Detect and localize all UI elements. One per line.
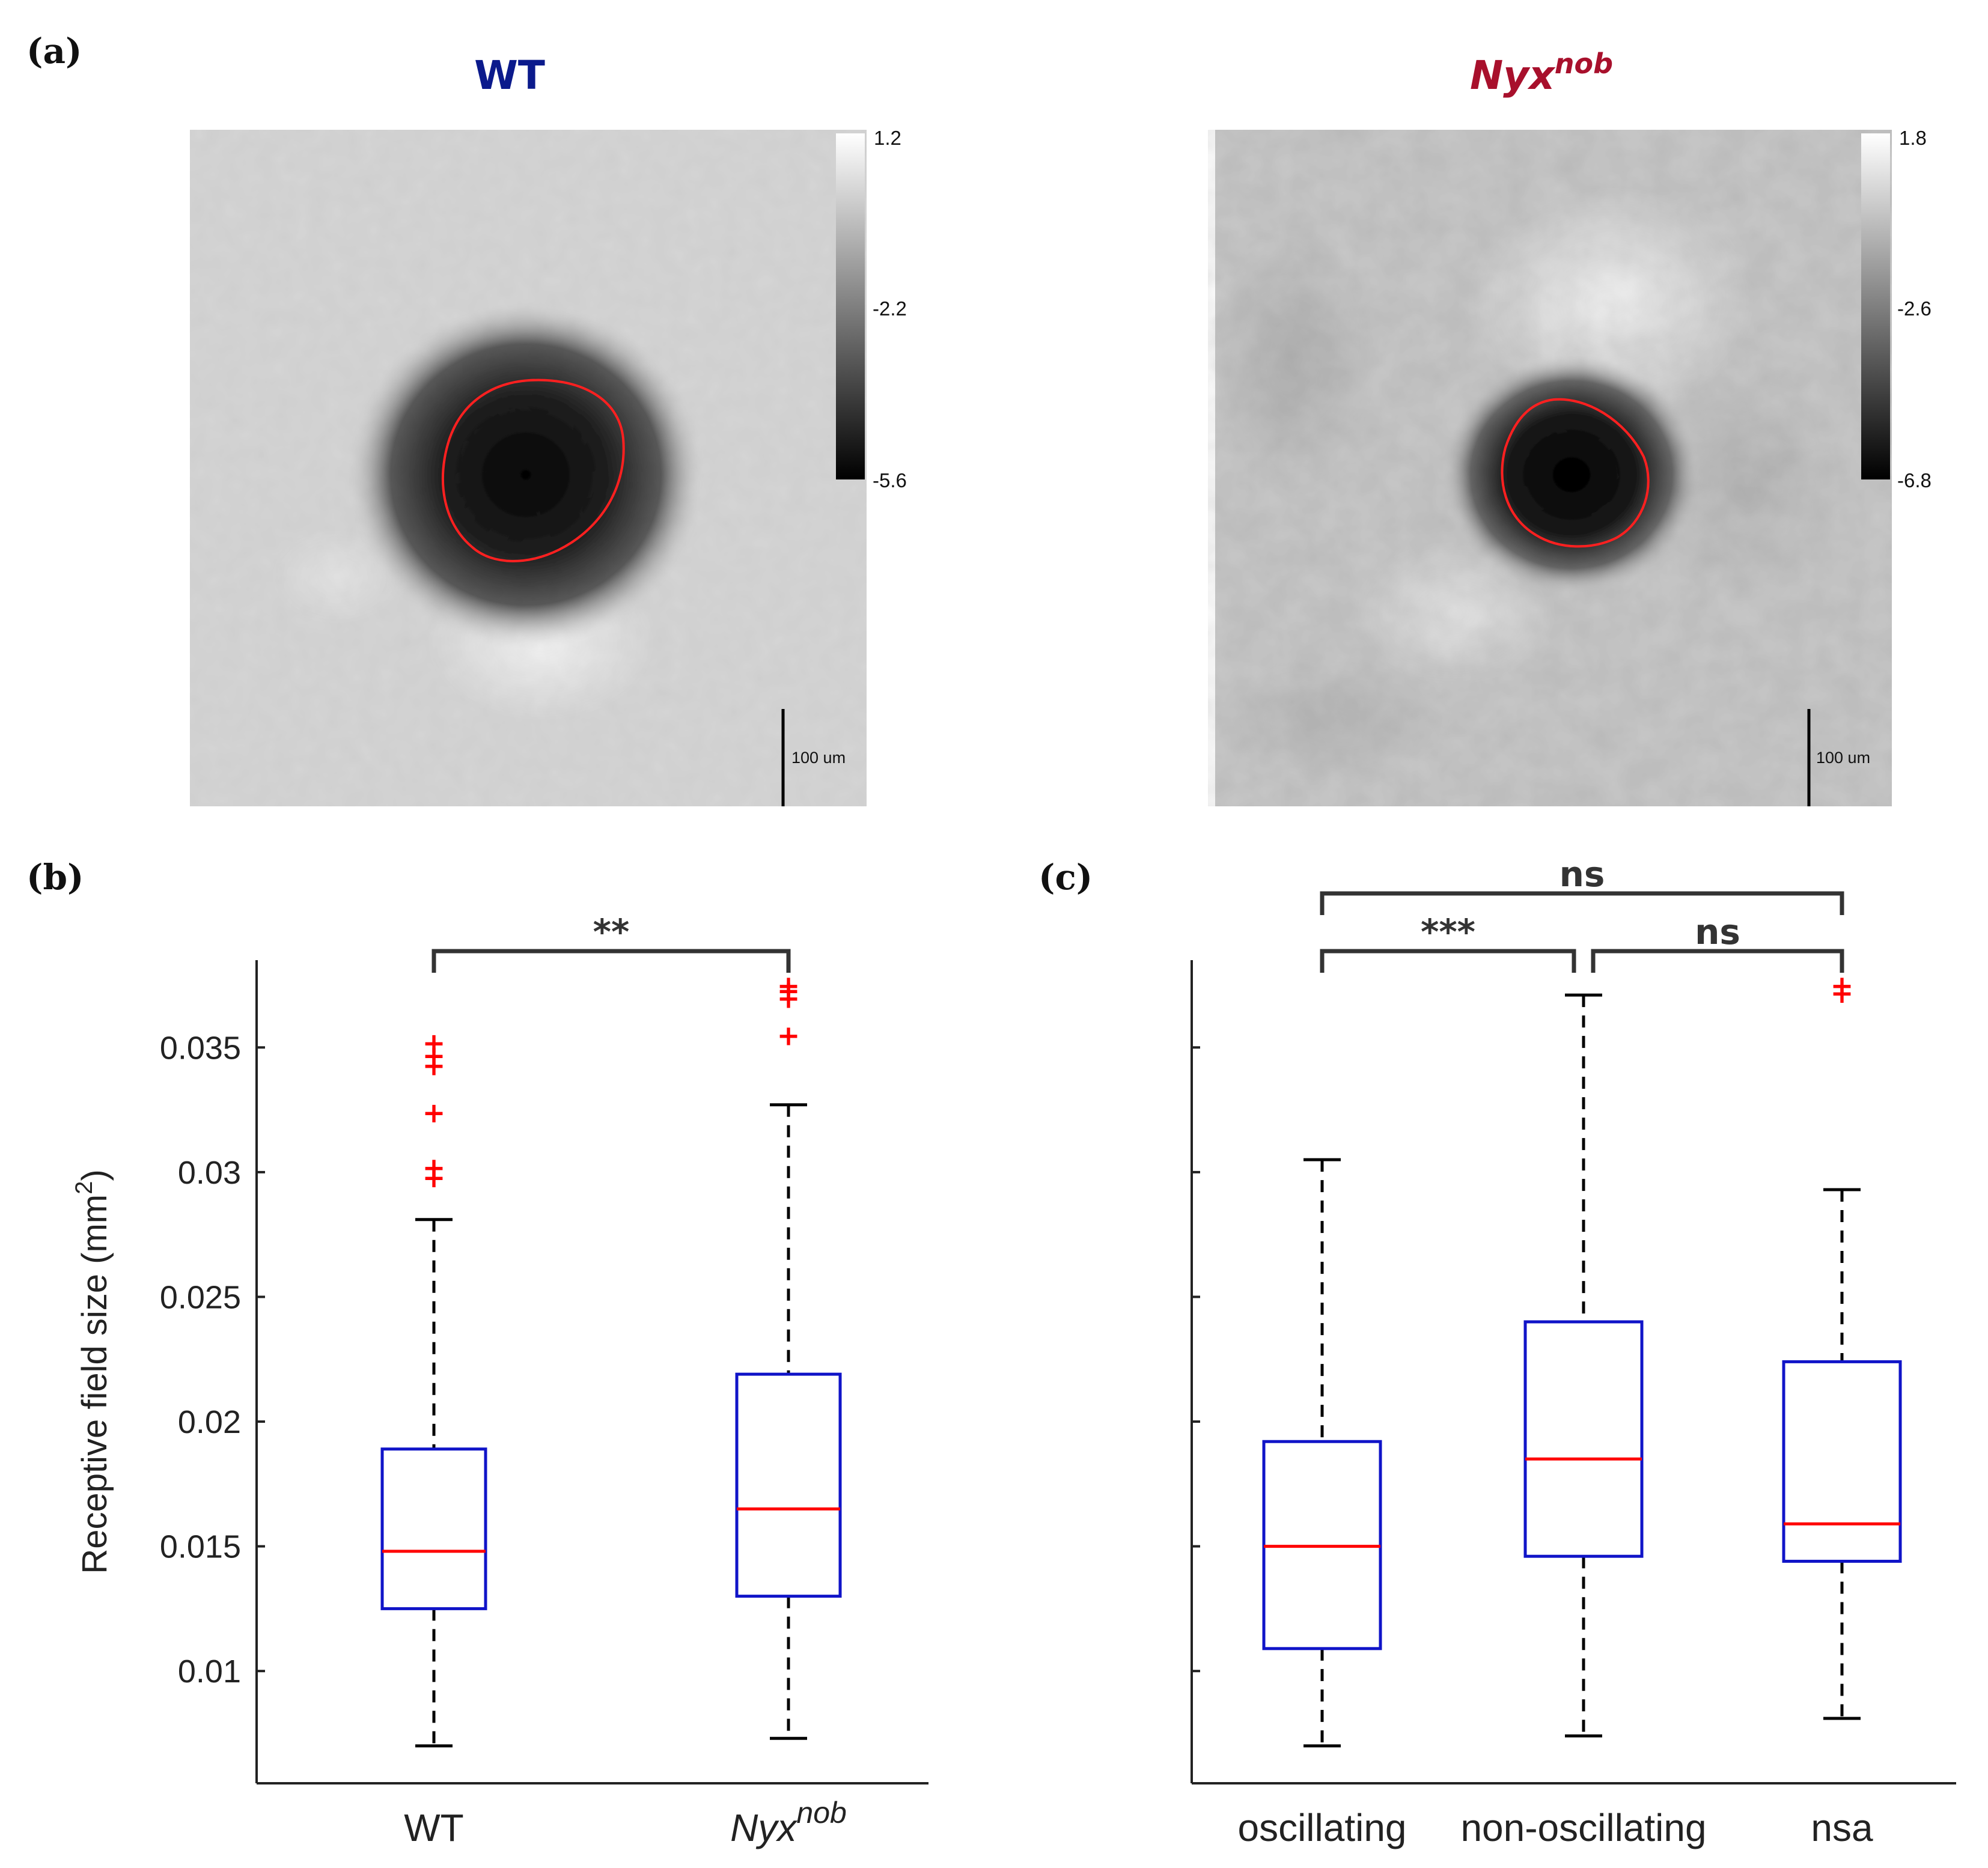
boxplot-panel-c: oscillating non-oscillating nsa ++ *** ns ns xyxy=(1191,854,1956,1849)
colorbar-mid: -2.6 xyxy=(1897,297,1932,320)
colorbar-max: 1.8 xyxy=(1899,127,1927,149)
y-tick-label: 0.03 xyxy=(178,1155,241,1191)
outlier-marker: + xyxy=(1831,970,1854,1002)
outlier-marker: + xyxy=(422,1152,446,1184)
outlier-marker: + xyxy=(777,970,800,1002)
significance-bracket xyxy=(1591,949,1844,973)
dark-patch xyxy=(1214,655,1454,787)
outlier-marker: + xyxy=(422,1027,446,1059)
boxplot-panel-b: 0.01 0.015 0.02 0.025 0.03 0.035 Receptive fie… xyxy=(71,911,928,1849)
outlier-marker: + xyxy=(777,1020,800,1052)
panel-label-a: (a) xyxy=(26,31,82,71)
panel-label-c: (c) xyxy=(1038,857,1093,898)
y-tick-label: 0.015 xyxy=(160,1529,241,1565)
colorbar xyxy=(1861,133,1890,479)
outlier-marker: + xyxy=(777,975,800,1007)
receptive-field-contour xyxy=(1501,398,1650,548)
box xyxy=(1523,1320,1644,1558)
box xyxy=(380,1447,487,1610)
significance-label: ns xyxy=(1560,854,1605,895)
heatmap-wt: WT 1.2 -2.2 -5.6 100 um xyxy=(190,52,907,806)
significance-label: *** xyxy=(1421,911,1475,952)
significance-bracket xyxy=(1320,949,1576,973)
colorbar-min: -5.6 xyxy=(873,469,907,491)
scale-bar-label: 100 um xyxy=(1816,749,1870,767)
receptive-field-spot xyxy=(1442,354,1701,595)
significance-label: ns xyxy=(1695,911,1740,952)
x-tick-label: nsa xyxy=(1811,1806,1873,1849)
box xyxy=(1782,1360,1902,1563)
receptive-field-contour xyxy=(441,379,625,562)
scale-bar-label: 100 um xyxy=(791,749,846,767)
heatmap-title-nyx: Nyxnob xyxy=(1470,47,1613,99)
title-base: Nyx xyxy=(1470,52,1556,99)
outlier-marker: + xyxy=(777,982,800,1014)
y-axis-label: Receptive field size (mm2) xyxy=(71,1169,114,1574)
x-tick-label: Nyxnob xyxy=(730,1796,847,1849)
panel-label-b: (b) xyxy=(26,857,84,898)
x-tick-label: WT xyxy=(404,1806,464,1849)
outlier-marker: + xyxy=(422,1039,446,1072)
title-superscript: nob xyxy=(1555,47,1613,80)
dark-patch xyxy=(1208,222,1376,499)
y-tick-label: 0.02 xyxy=(178,1404,241,1440)
colorbar xyxy=(836,133,865,479)
colorbar-max: 1.2 xyxy=(874,127,901,149)
heatmap-nyx: Nyxnob 1.8 -2.6 -6.8 100 um xyxy=(1208,47,1932,806)
significance-bracket xyxy=(431,949,791,973)
receptive-field-spot xyxy=(346,300,706,649)
outlier-marker: + xyxy=(1831,977,1854,1009)
colorbar-min: -6.8 xyxy=(1897,469,1932,491)
outlier-marker: + xyxy=(422,1049,446,1082)
y-tick-label: 0.01 xyxy=(178,1654,241,1690)
x-tick-label: oscillating xyxy=(1237,1806,1406,1849)
dark-patch xyxy=(1641,361,1845,601)
significance-label: ** xyxy=(593,911,630,952)
y-tick-label: 0.035 xyxy=(160,1030,241,1066)
box xyxy=(735,1372,842,1598)
outlier-marker: + xyxy=(422,1097,446,1129)
y-tick-label: 0.025 xyxy=(160,1279,241,1315)
significance-bracket xyxy=(1320,891,1844,915)
heatmap-title-wt: WT xyxy=(474,52,545,99)
bright-surround xyxy=(1466,186,1755,415)
outlier-marker: + xyxy=(422,1161,446,1194)
colorbar-mid: -2.2 xyxy=(873,297,907,320)
x-tick-label: non-oscillating xyxy=(1460,1806,1706,1849)
